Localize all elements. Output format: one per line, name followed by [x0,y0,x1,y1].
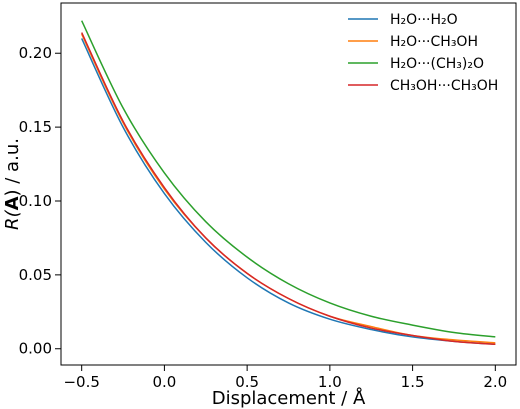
x-tick-label: 0.5 [235,373,259,391]
legend-label: H₂O···H₂O [390,12,458,28]
x-tick-label: −0.5 [63,373,99,391]
series-lines [81,20,496,346]
y-tick-label: 0.10 [19,192,52,210]
series-line-3 [81,32,496,346]
y-tick-label: 0.15 [19,118,52,136]
legend-label: CH₃OH···CH₃OH [390,78,498,94]
legend: H₂O···H₂O H₂O···CH₃OH H₂O···(CH₃)₂O CH₃OH··… [348,12,498,94]
y-axis-label-prefix: R( [2,209,23,230]
x-axis-label: Displacement / Å [212,387,366,409]
series-line-0 [81,38,496,346]
y-axis-label: R(A) / a.u. [2,138,23,230]
y-axis-label-suffix: ) / a.u. [2,138,23,196]
plot-area [60,2,517,366]
y-tick-label: 0.05 [19,266,52,284]
x-axis-ticks: −0.5 0.0 0.5 1.0 1.5 2.0 [63,365,507,391]
x-tick-label: 2.0 [483,373,507,391]
legend-label: H₂O···CH₃OH [390,34,478,50]
legend-label: H₂O···(CH₃)₂O [390,56,484,72]
y-tick-label: 0.20 [19,44,52,62]
x-tick-label: 0.0 [152,373,176,391]
x-tick-label: 1.0 [318,373,342,391]
y-tick-label: 0.00 [19,340,52,358]
series-line-2 [81,20,496,338]
y-axis-label-bold: A [2,196,23,210]
x-tick-label: 1.5 [401,373,425,391]
y-axis-ticks: 0.00 0.05 0.10 0.15 0.20 [19,44,61,358]
